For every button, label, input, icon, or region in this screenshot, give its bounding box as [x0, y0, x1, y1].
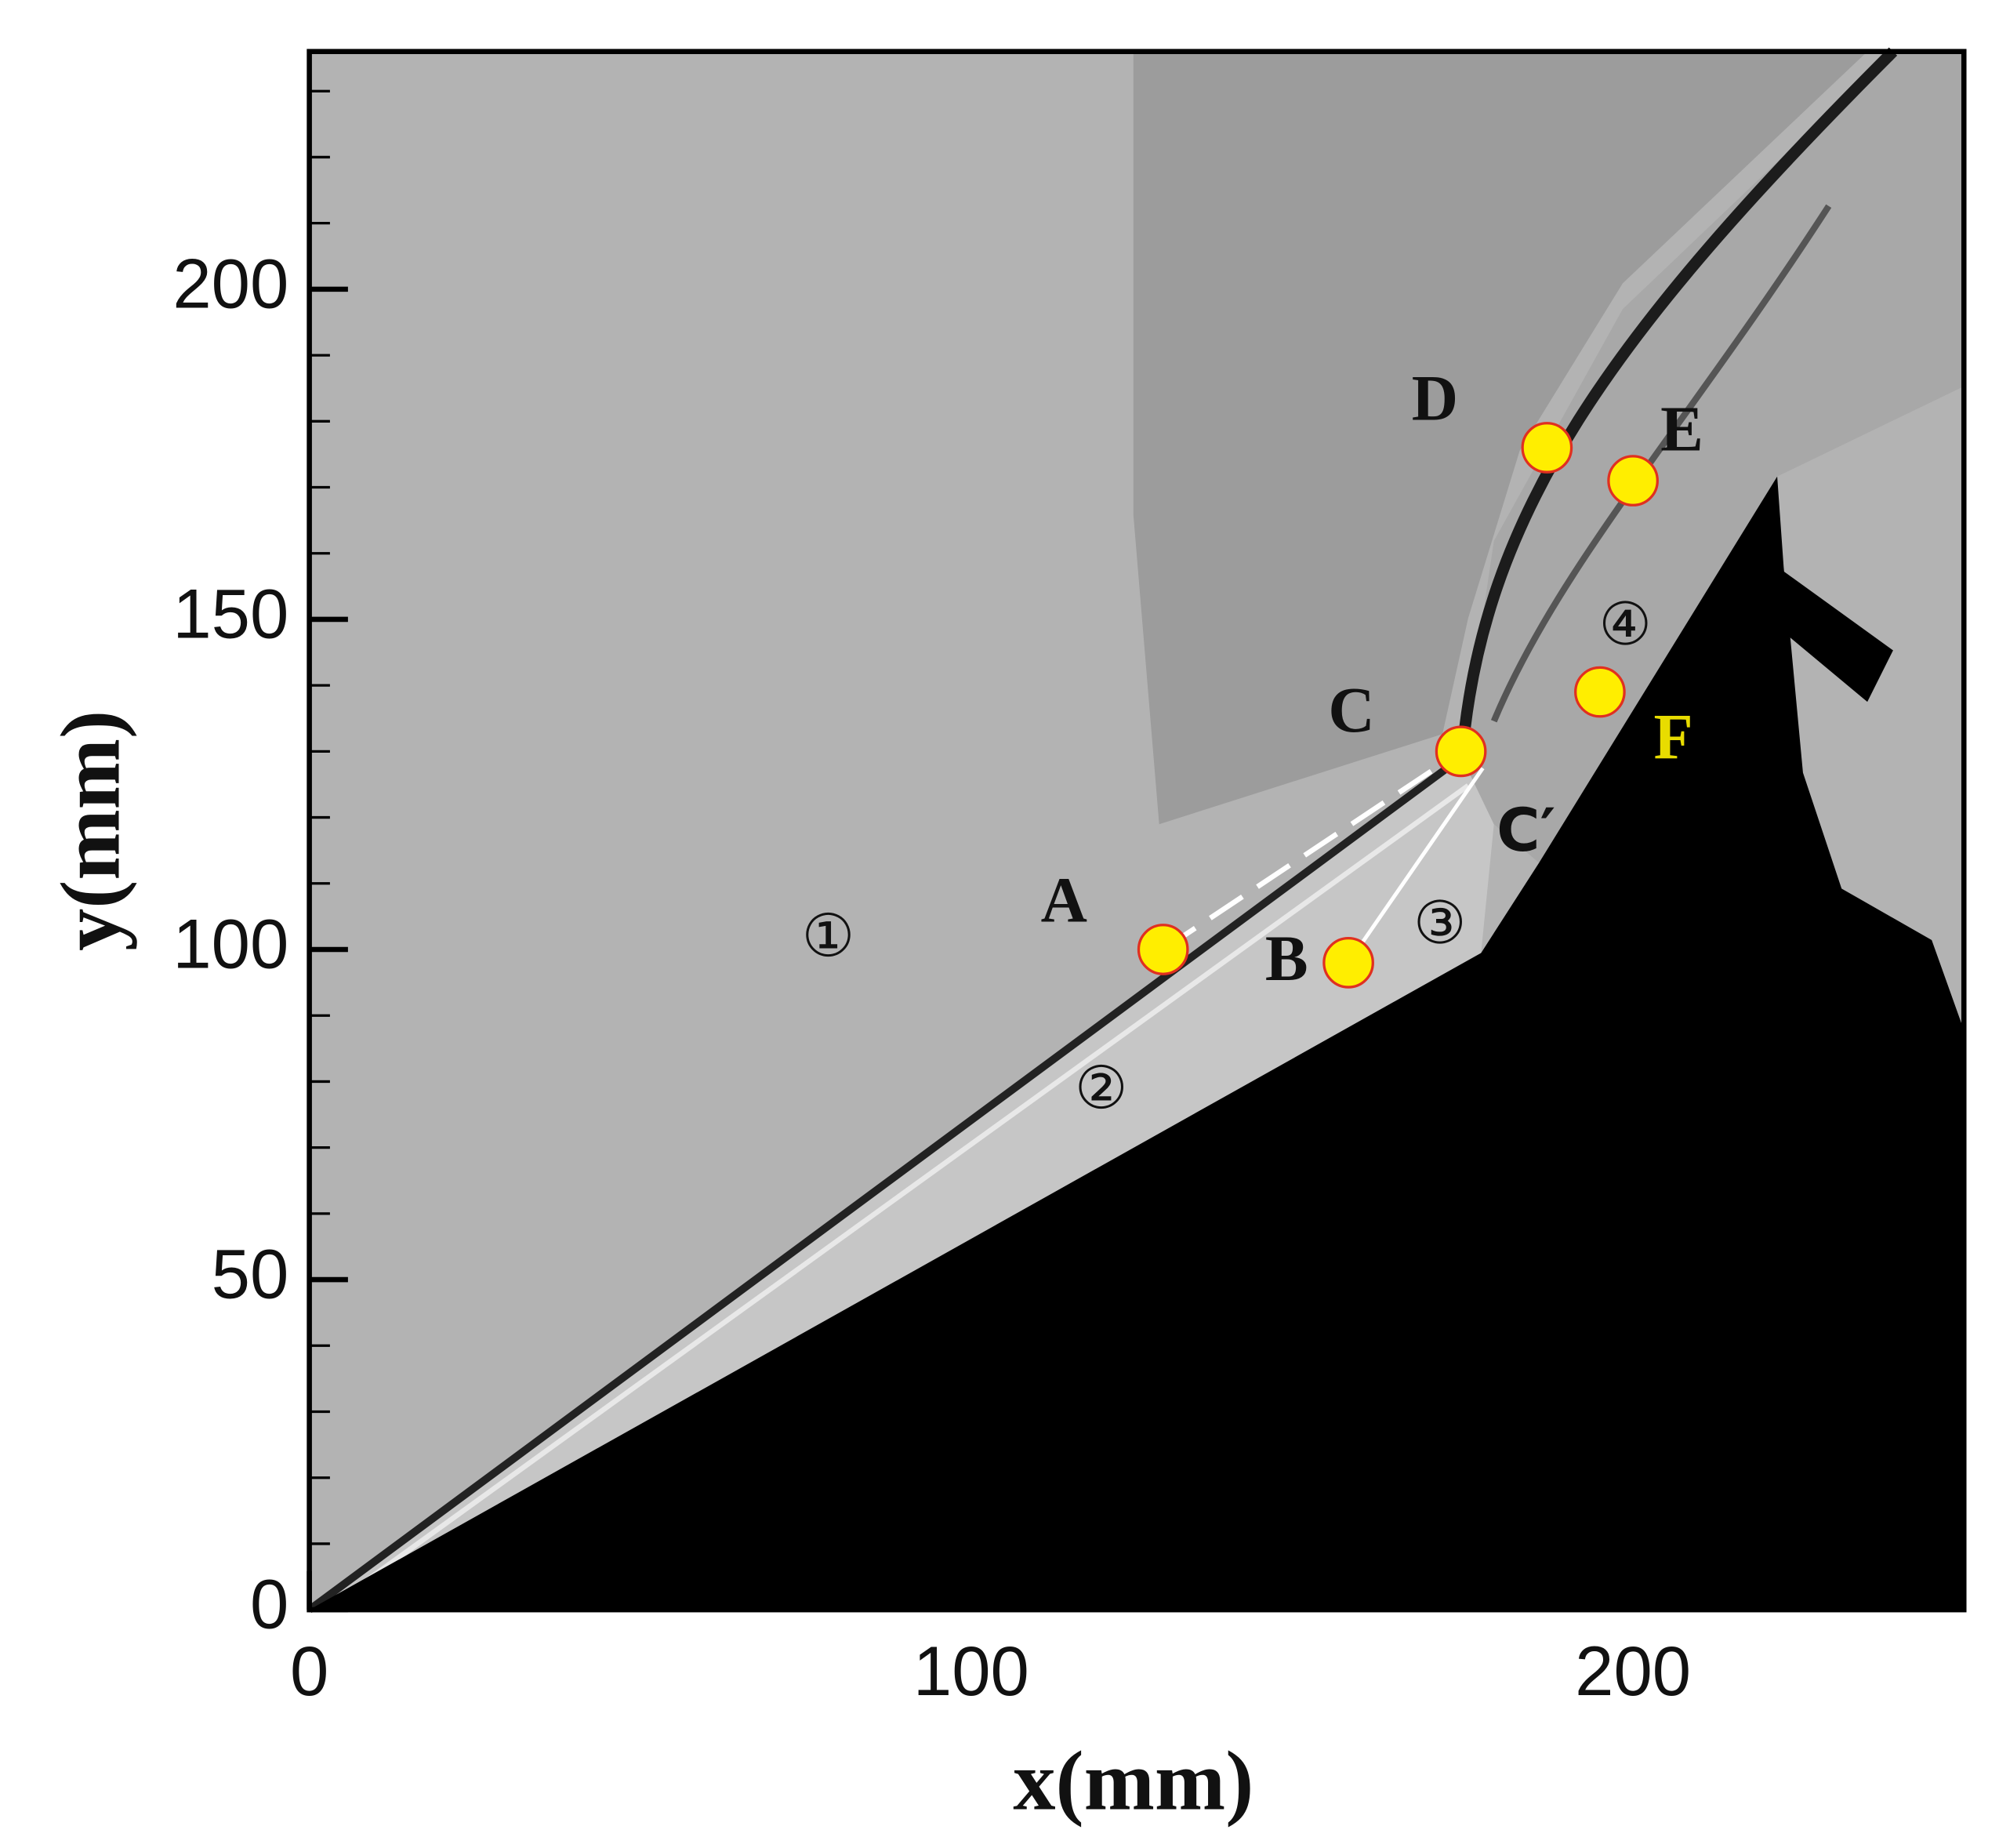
connector	[1347, 767, 1485, 964]
x-tick-label: 0	[290, 1632, 328, 1710]
point-label: D	[1412, 363, 1458, 434]
axes: 0 100 200 0 50 100 150 200	[172, 89, 1899, 1710]
point-label: E	[1660, 393, 1703, 464]
shock-highlight	[333, 783, 1470, 1606]
y-tick-label: 0	[250, 1566, 288, 1643]
annotation: ③	[1413, 888, 1467, 957]
y-tick-label: 50	[212, 1235, 289, 1312]
x-axis-label: x(mm)	[1013, 1734, 1253, 1828]
point-label: C	[1328, 674, 1374, 746]
point	[1137, 924, 1189, 975]
point-label: A	[1041, 865, 1087, 936]
region-4	[1461, 51, 1965, 863]
schlieren-image	[307, 47, 1965, 1614]
point	[1521, 422, 1573, 474]
annotation: C′	[1497, 796, 1555, 865]
plot-marks: A B C D E F ① ② ③ ④ C′	[802, 363, 1703, 1123]
shock-layer	[309, 757, 1494, 1610]
annotation: ②	[1075, 1053, 1128, 1122]
body	[309, 476, 1965, 1610]
dark-region	[1133, 51, 1868, 825]
point	[1322, 936, 1374, 989]
body-protrusion	[1777, 566, 1893, 703]
y-axis-label: y(mm)	[44, 710, 138, 951]
y-tick-label: 200	[172, 245, 288, 322]
y-tick-label: 150	[172, 575, 288, 652]
y-tick-label: 100	[172, 905, 288, 982]
plot-frame	[307, 49, 1967, 1613]
point-label: B	[1265, 923, 1308, 994]
point	[1574, 666, 1626, 718]
annotation: ④	[1598, 590, 1652, 659]
x-tick-label: 200	[1575, 1632, 1691, 1710]
connector-dashed	[1161, 749, 1463, 952]
point	[1607, 455, 1659, 506]
point	[1435, 725, 1487, 778]
point-label: F	[1653, 701, 1692, 772]
x-tick-label: 100	[913, 1632, 1029, 1710]
oblique-shock	[307, 753, 1464, 1614]
annotation: ①	[802, 902, 855, 971]
bow-shock	[1456, 47, 1898, 761]
